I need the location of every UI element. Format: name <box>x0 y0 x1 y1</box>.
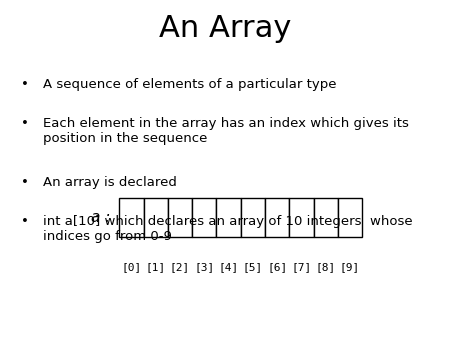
Text: [4]: [4] <box>219 262 238 272</box>
Text: A sequence of elements of a particular type: A sequence of elements of a particular t… <box>43 78 336 91</box>
Bar <box>314 198 338 237</box>
Text: •: • <box>21 117 29 129</box>
Text: [1]: [1] <box>146 262 166 272</box>
Text: [5]: [5] <box>243 262 263 272</box>
Text: An Array: An Array <box>159 14 291 43</box>
Bar <box>168 198 192 237</box>
Text: Each element in the array has an index which gives its
position in the sequence: Each element in the array has an index w… <box>43 117 409 145</box>
Text: [9]: [9] <box>340 262 360 272</box>
Text: [8]: [8] <box>316 262 336 272</box>
Text: •: • <box>21 78 29 91</box>
Text: [2]: [2] <box>170 262 190 272</box>
Bar <box>338 198 362 237</box>
Text: [7]: [7] <box>292 262 311 272</box>
Text: [0]: [0] <box>122 262 141 272</box>
Bar <box>265 198 289 237</box>
Bar <box>119 198 144 237</box>
Bar <box>241 198 265 237</box>
Bar <box>216 198 241 237</box>
Text: a :: a : <box>91 210 110 225</box>
Bar <box>289 198 314 237</box>
Text: An array is declared: An array is declared <box>43 176 176 189</box>
Text: [3]: [3] <box>194 262 215 272</box>
Text: [6]: [6] <box>267 262 288 272</box>
Text: •: • <box>21 215 29 227</box>
Text: •: • <box>21 176 29 189</box>
Bar <box>192 198 216 237</box>
Text: int a[10] which declares an array of 10 integers  whose
indices go from 0-9: int a[10] which declares an array of 10 … <box>43 215 412 243</box>
Bar <box>144 198 168 237</box>
